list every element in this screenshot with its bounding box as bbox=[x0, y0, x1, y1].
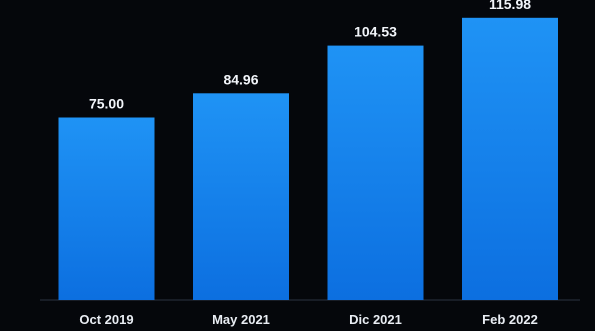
bar-feb-2022 bbox=[462, 17, 558, 301]
bars-group bbox=[58, 17, 558, 301]
bar-may-2021 bbox=[193, 93, 289, 300]
data-labels-group: 75.00 84.96 104.53 115.98 bbox=[89, 0, 531, 112]
x-tick-label: Oct 2019 bbox=[79, 312, 133, 327]
x-tick-label: Feb 2022 bbox=[482, 312, 538, 327]
data-label: 75.00 bbox=[89, 96, 124, 112]
data-label: 115.98 bbox=[489, 0, 531, 12]
data-label: 84.96 bbox=[223, 71, 258, 87]
x-tick-label: Dic 2021 bbox=[349, 312, 402, 327]
bar-dic-2021 bbox=[327, 45, 424, 300]
bar-oct-2019 bbox=[58, 117, 155, 300]
x-tick-labels-group: Oct 2019 May 2021 Dic 2021 Feb 2022 bbox=[79, 312, 537, 327]
data-label: 104.53 bbox=[354, 24, 397, 40]
x-tick-label: May 2021 bbox=[212, 312, 270, 327]
